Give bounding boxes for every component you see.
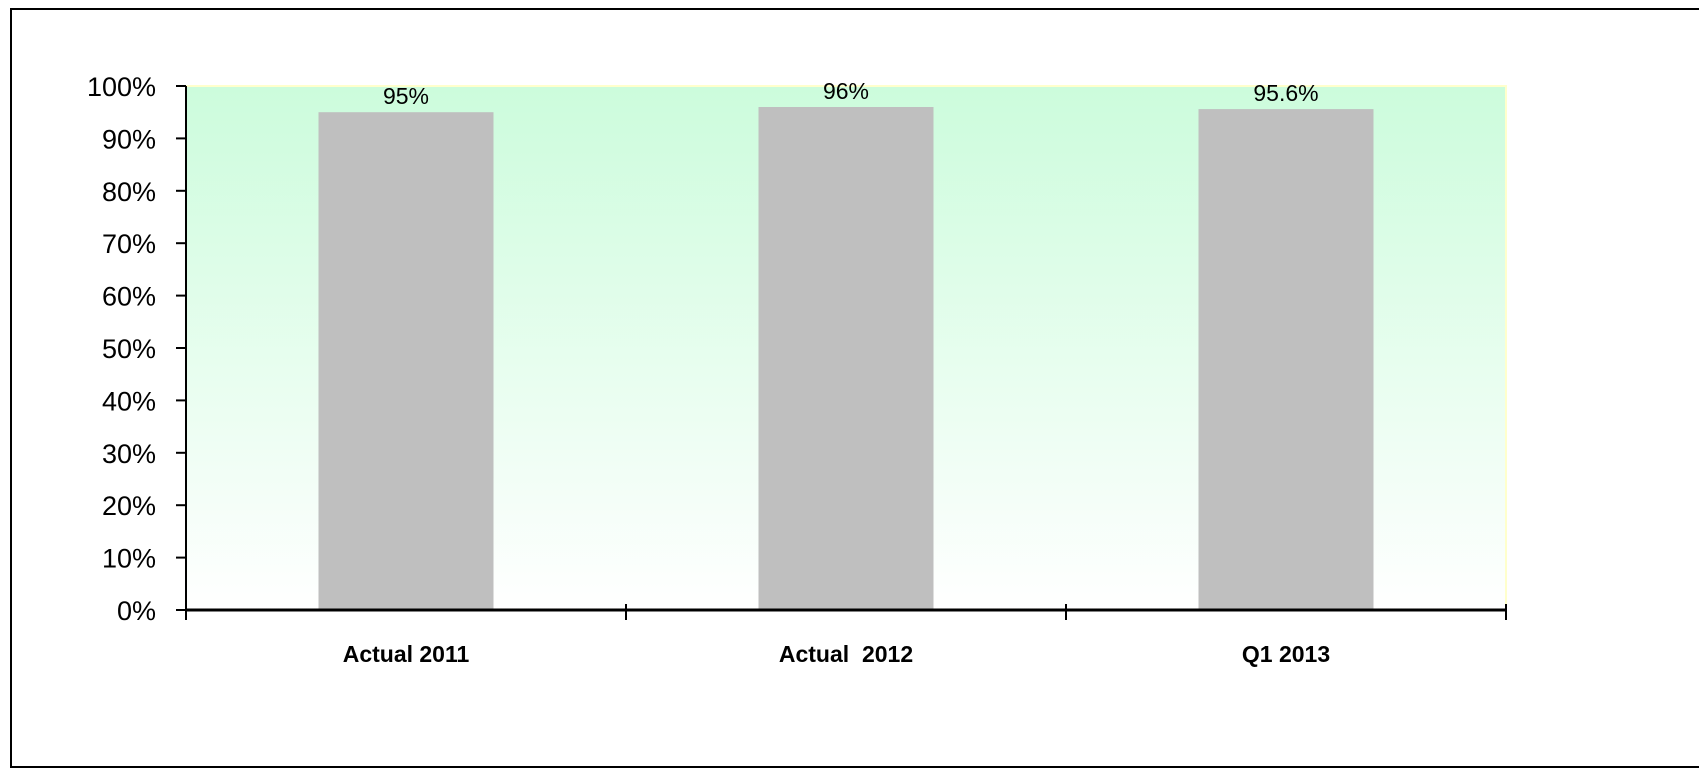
data-label-1: 95% (383, 83, 429, 109)
category-label-1: Actual 2011 (343, 641, 470, 667)
category-label-3: Q1 2013 (1242, 641, 1330, 667)
y-tick-label: 0% (117, 596, 156, 626)
data-label-3: 95.6% (1253, 80, 1318, 106)
bar-2 (758, 107, 934, 610)
y-tick-label: 50% (102, 334, 156, 364)
data-label-2: 96% (823, 78, 869, 104)
y-tick-label: 90% (102, 124, 156, 154)
y-tick-label: 100% (87, 72, 156, 102)
y-tick-label: 40% (102, 386, 156, 416)
y-tick-label: 70% (102, 229, 156, 259)
y-tick-label: 80% (102, 177, 156, 207)
y-tick-label: 20% (102, 491, 156, 521)
y-tick-label: 30% (102, 439, 156, 469)
y-tick-label: 60% (102, 282, 156, 312)
y-tick-label: 10% (102, 544, 156, 574)
bar-3 (1198, 109, 1374, 610)
bar-chart: 0% 10% 20% 30% 40% 50% 60% 70% 80% 90% 100% 95% Act… (87, 72, 1507, 667)
category-label-2: Actual 2012 (779, 641, 913, 667)
bar-1 (318, 112, 494, 610)
